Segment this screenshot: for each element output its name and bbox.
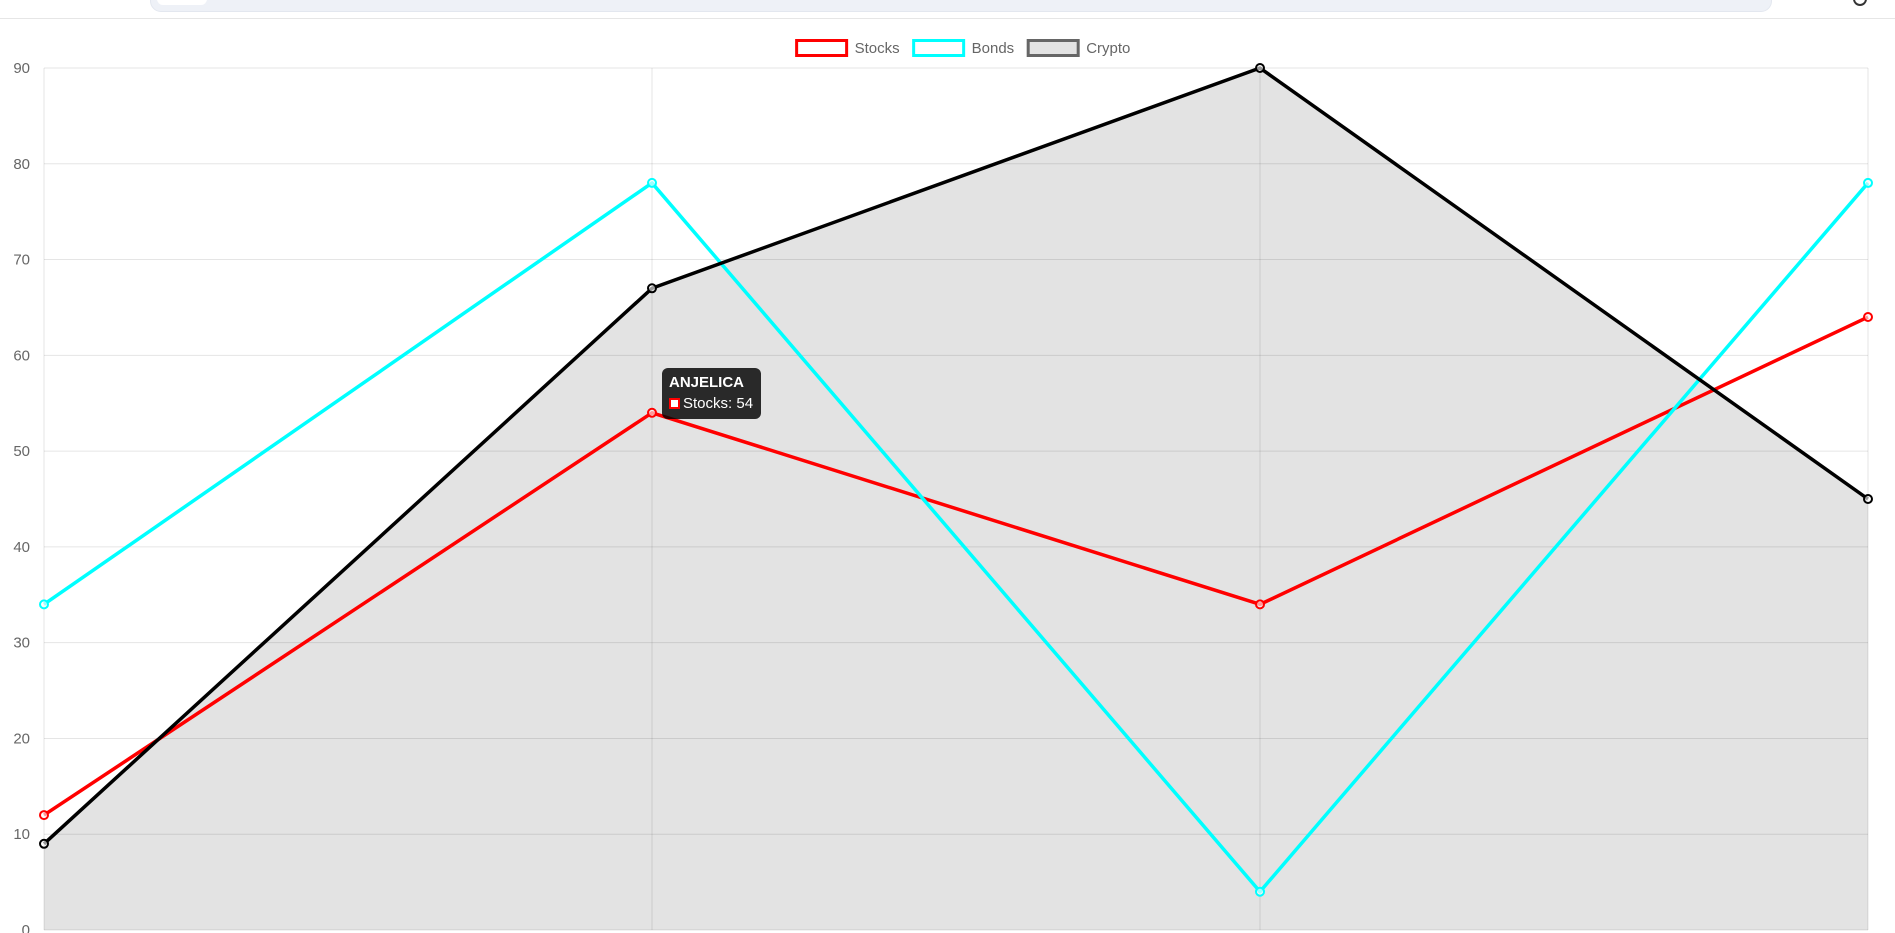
top-search-button[interactable] bbox=[157, 0, 207, 5]
data-point-bonds bbox=[1255, 886, 1265, 897]
legend-label-crypto: Crypto bbox=[1086, 40, 1130, 57]
series-line-bonds bbox=[43, 181, 1870, 894]
chart-svg: 0 10 20 30 40 50 60 70 80 90 Stocks Bonds Crypto bbox=[13, 39, 1873, 933]
data-point-crypto bbox=[647, 283, 657, 294]
y-tick-label: 50 bbox=[13, 443, 30, 460]
chart-tooltip: ANJELICA Stocks: 54 bbox=[662, 367, 762, 419]
data-point-stocks bbox=[39, 810, 49, 821]
account-icon[interactable] bbox=[1853, 0, 1867, 6]
legend-swatch-crypto bbox=[1026, 39, 1080, 57]
y-tick-label: 10 bbox=[13, 826, 30, 843]
y-tick-label: 40 bbox=[13, 539, 30, 556]
top-search-input[interactable] bbox=[150, 0, 1772, 12]
legend-swatch-stocks bbox=[795, 39, 849, 57]
data-point-crypto bbox=[1863, 494, 1873, 504]
data-point-crypto bbox=[1255, 63, 1265, 73]
series-line-stocks bbox=[43, 315, 1869, 817]
data-point-stocks bbox=[1863, 312, 1873, 323]
y-tick-label: 30 bbox=[13, 635, 30, 652]
data-point-stocks bbox=[1255, 599, 1265, 610]
legend-label-stocks: Stocks bbox=[855, 40, 900, 57]
legend-swatch-bonds bbox=[912, 39, 966, 57]
tooltip-title: ANJELICA bbox=[669, 373, 745, 391]
tooltip-label: Stocks: 54 bbox=[683, 394, 754, 412]
line-chart: 0 10 20 30 40 50 60 70 80 90 Stocks Bonds Crypto ANJ… bbox=[0, 18, 1895, 933]
data-point-crypto bbox=[39, 838, 49, 849]
y-tick-label: 0 bbox=[22, 922, 30, 933]
y-tick-label: 20 bbox=[13, 730, 30, 747]
y-tick-label: 80 bbox=[13, 156, 30, 173]
tooltip-line: Stocks: 54 bbox=[669, 395, 753, 412]
area-fill-crypto bbox=[44, 68, 1868, 930]
top-toolbar bbox=[0, 0, 1895, 19]
series-line-crypto bbox=[42, 66, 1870, 846]
data-point-bonds bbox=[647, 177, 657, 188]
y-tick-label: 60 bbox=[13, 347, 30, 364]
data-point-bonds bbox=[39, 599, 49, 610]
tooltip-swatch bbox=[669, 397, 680, 409]
data-point-bonds bbox=[1863, 177, 1873, 188]
data-point-stocks bbox=[647, 407, 657, 418]
y-tick-label: 70 bbox=[13, 252, 30, 269]
y-tick-label: 90 bbox=[13, 60, 30, 77]
legend-label-bonds: Bonds bbox=[972, 40, 1015, 57]
